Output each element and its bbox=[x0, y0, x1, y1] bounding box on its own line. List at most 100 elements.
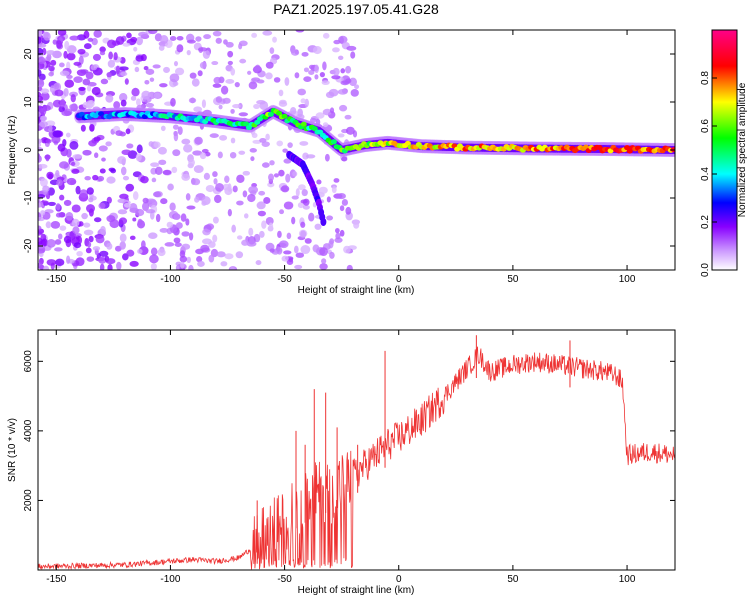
noise-cell bbox=[353, 221, 360, 229]
noise-cell bbox=[242, 190, 248, 198]
noise-cell bbox=[129, 202, 138, 212]
noise-cell bbox=[350, 88, 359, 97]
noise-cell bbox=[107, 263, 113, 270]
noise-cell bbox=[244, 213, 249, 219]
noise-cell bbox=[269, 160, 275, 166]
noise-cell bbox=[283, 201, 294, 210]
noise-cell bbox=[251, 32, 258, 38]
noise-cell bbox=[276, 246, 283, 255]
noise-cell bbox=[312, 244, 320, 253]
noise-cell bbox=[331, 75, 341, 80]
noise-cell bbox=[43, 265, 50, 270]
noise-cell bbox=[229, 151, 237, 159]
noise-cell bbox=[305, 154, 316, 159]
noise-cell bbox=[246, 241, 257, 247]
noise-cell bbox=[106, 196, 112, 204]
ridge-cell bbox=[267, 111, 274, 117]
noise-cell bbox=[185, 193, 191, 201]
noise-cell bbox=[230, 137, 236, 144]
noise-cell bbox=[48, 71, 54, 77]
noise-cell bbox=[46, 171, 54, 180]
noise-cell bbox=[98, 145, 108, 152]
noise-cell bbox=[293, 245, 299, 254]
noise-cell bbox=[152, 191, 162, 198]
noise-cell bbox=[88, 197, 94, 203]
noise-cell bbox=[214, 194, 222, 204]
noise-cell bbox=[302, 198, 310, 206]
x-tick-label: -150 bbox=[46, 574, 66, 585]
noise-cell bbox=[61, 110, 72, 117]
noise-cell bbox=[76, 251, 83, 257]
noise-cell bbox=[300, 221, 306, 228]
y-tick-label: 4000 bbox=[23, 419, 34, 442]
y-tick-label: 0 bbox=[23, 147, 34, 153]
noise-cell bbox=[99, 51, 106, 56]
snr-border bbox=[37, 329, 676, 571]
noise-cell bbox=[79, 189, 89, 198]
noise-cell bbox=[63, 87, 69, 97]
noise-cell bbox=[38, 163, 48, 169]
noise-cell bbox=[100, 78, 109, 85]
noise-cell bbox=[56, 179, 63, 186]
noise-cell bbox=[150, 247, 158, 256]
noise-cell bbox=[232, 104, 241, 109]
noise-cell bbox=[129, 260, 139, 267]
noise-cell bbox=[180, 213, 187, 222]
noise-cell bbox=[203, 172, 210, 180]
ridge-cell bbox=[300, 121, 307, 127]
noise-cell bbox=[130, 95, 137, 101]
noise-cell bbox=[188, 158, 195, 167]
noise-cell bbox=[328, 240, 334, 249]
y-tick-label: 20 bbox=[23, 48, 34, 60]
noise-cell bbox=[171, 166, 178, 174]
x-tick-label: 0 bbox=[396, 574, 402, 585]
noise-cell bbox=[232, 185, 238, 193]
noise-cell bbox=[137, 218, 143, 226]
noise-cell bbox=[213, 76, 222, 84]
noise-cell bbox=[45, 120, 56, 127]
noise-cell bbox=[95, 235, 105, 244]
noise-cell bbox=[129, 235, 136, 240]
noise-cell bbox=[354, 84, 360, 90]
noise-cell bbox=[107, 59, 116, 68]
noise-cell bbox=[157, 248, 166, 257]
noise-cell bbox=[203, 34, 212, 40]
noise-cell bbox=[47, 201, 56, 207]
noise-cell bbox=[224, 175, 230, 183]
noise-cell bbox=[38, 43, 47, 48]
noise-cell bbox=[174, 242, 182, 247]
noise-cell bbox=[142, 197, 149, 204]
noise-cell bbox=[222, 183, 231, 191]
noise-cell bbox=[350, 51, 356, 59]
noise-cell bbox=[99, 46, 106, 53]
noise-cell bbox=[193, 165, 204, 174]
noise-cell bbox=[56, 40, 63, 49]
noise-cell bbox=[256, 79, 265, 84]
noise-cell bbox=[71, 218, 80, 227]
noise-cell bbox=[89, 124, 95, 132]
noise-cell bbox=[77, 48, 86, 55]
noise-cell bbox=[238, 112, 249, 117]
noise-cell bbox=[60, 98, 66, 108]
noise-cell bbox=[186, 256, 192, 264]
noise-cell bbox=[85, 247, 92, 254]
noise-cell bbox=[291, 195, 299, 200]
noise-cell bbox=[332, 67, 340, 76]
noise-cell bbox=[301, 189, 308, 197]
noise-cell bbox=[333, 178, 340, 183]
noise-cell bbox=[314, 223, 322, 230]
noise-cell bbox=[319, 263, 328, 270]
noise-cell bbox=[318, 186, 328, 194]
noise-cell bbox=[147, 30, 158, 35]
noise-cell bbox=[85, 71, 94, 80]
noise-cell bbox=[83, 222, 91, 228]
noise-cell bbox=[39, 115, 48, 122]
noise-cell bbox=[295, 252, 305, 258]
noise-cell bbox=[172, 81, 179, 86]
noise-cell bbox=[174, 67, 185, 76]
noise-cell bbox=[151, 177, 157, 183]
noise-cell bbox=[119, 233, 127, 243]
noise-cell bbox=[110, 168, 117, 174]
